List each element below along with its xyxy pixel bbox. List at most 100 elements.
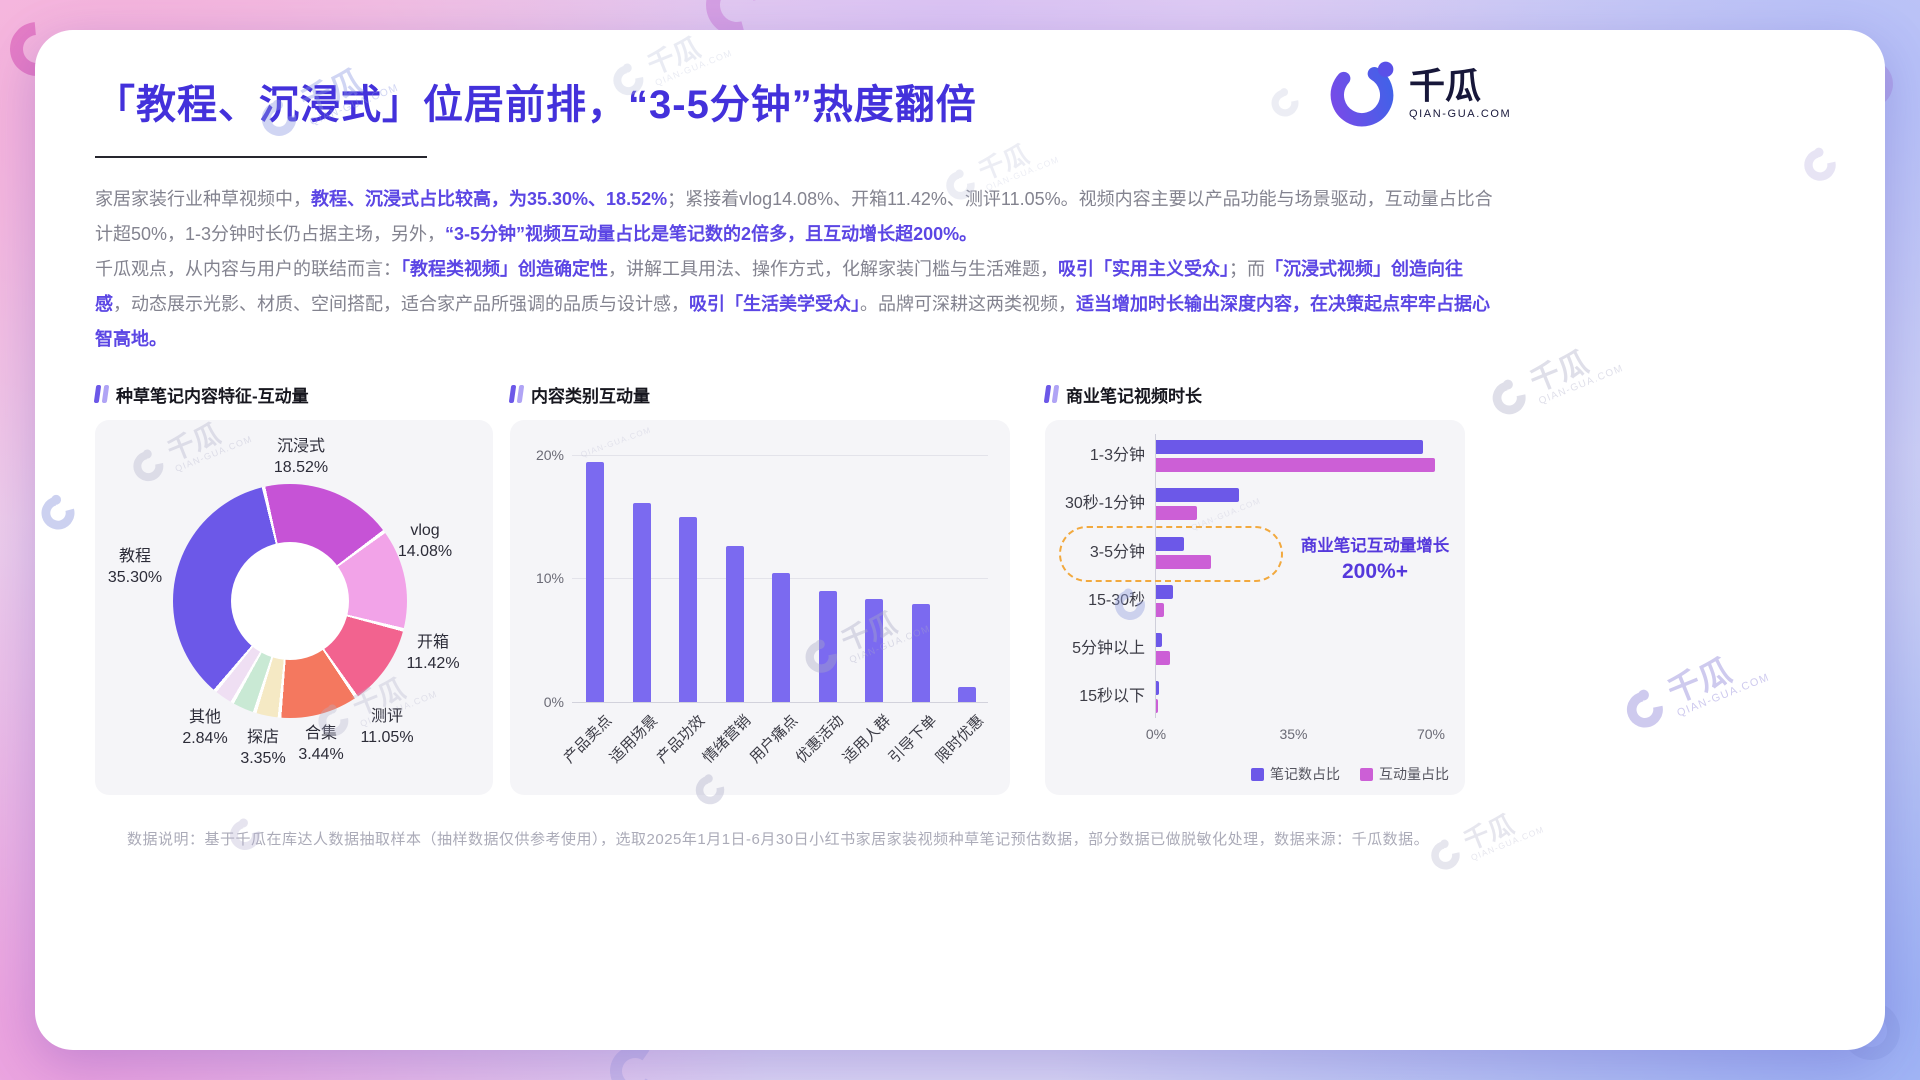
hbar-30秒-1分钟-互动量占比 [1156,506,1198,520]
qiangua-logo-icon [1330,61,1394,127]
watermark: 千瓜 QIAN-GUA.COM [1486,335,1625,424]
donut-slice-label: 沉浸式 18.52% [274,436,328,478]
donut-slice-value: 11.42% [406,655,460,672]
bar-chart-panel: 0% 10% 20% 产品卖点 适用场景 产品功效 情绪营销 用户痛点 优惠活动 适用人群 引导下… [510,420,1010,795]
donut-slice-name: 教程 [118,548,152,565]
hbar-15秒以下-互动量占比 [1156,699,1158,713]
donut-slice-value: 11.05% [360,729,414,746]
legend-item-engagement-share: 互动量占比 [1360,764,1449,784]
category-label-15秒以下: 15秒以下 [1079,688,1145,705]
legend-item-notes-share: 笔记数占比 [1251,764,1340,784]
x-axis-label: 限时优惠 [932,712,988,767]
donut-slice-label: 其他 2.84% [182,707,227,749]
hbar-5分钟以上-笔记数占比 [1156,633,1162,647]
bar-适用场景 [632,502,651,702]
donut-slice-value: 2.84% [182,730,228,747]
section-donut: 种草笔记内容特征-互动量 沉浸式 18.52% vlog 14.08% 开箱 11.42%… [93,382,493,795]
hbar-5分钟以上-互动量占比 [1156,651,1171,665]
hbar-chart-panel: 商业笔记互动量增长 200%+ 笔记数占比 互动量占比 1-3分钟 30秒-1分钟… [1045,420,1465,795]
intro-paragraph-2: 千瓜观点，从内容与用户的联结而言：「教程类视频」创造确定性，讲解工具用法、操作方… [95,252,1493,357]
intro-highlight-segment: 吸引「生活美学受众」 [689,294,860,314]
legend-label: 互动量占比 [1379,766,1449,782]
x-axis-tick: 35% [1279,726,1308,742]
donut-slice-name: 测评 [370,708,404,725]
watermark-swirl-icon [1486,374,1532,421]
intro-text: 家居家装行业种草视频中，教程、沉浸式占比较高，为35.30%、18.52%；紧接… [95,182,1493,357]
bar-用户痛点 [772,573,790,702]
intro-highlight-segment: “3-5分钟”视频互动量占比是笔记数的2倍多，且互动增长超200%。 [445,224,978,244]
y-axis-tick: 10% [535,570,564,587]
watermark-swirl-icon [1619,684,1670,735]
donut-slice-name: 开箱 [416,634,450,651]
x-axis-label: 产品卖点 [560,712,616,767]
watermark-swirl-icon [1798,143,1842,187]
hbar-1-3分钟-互动量占比 [1156,458,1435,472]
intro-text-segment: ；而 [1229,259,1265,279]
y-axis-tick: 20% [535,446,564,463]
bar-产品功效 [679,516,697,702]
x-axis-label: 产品功效 [653,712,709,767]
intro-text-segment: 千瓜观点，从内容与用户的联结而言： [95,259,401,279]
x-axis-label: 优惠活动 [793,712,848,767]
donut-slice-label: 探店 3.35% [240,727,285,769]
watermark-text: 千瓜 QIAN-GUA.COM [1460,801,1546,864]
donut-hole [231,542,349,660]
y-axis-line [1155,434,1156,718]
watermark [35,490,81,536]
bar-chart-plot: 0% 10% 20% [536,430,988,710]
logo-domain: QIAN-GUA.COM [1409,108,1512,121]
watermark [1798,143,1842,187]
watermark-cn: 千瓜 [1459,809,1518,856]
category-label-15-30秒: 15-30秒 [1088,592,1145,609]
section-title: 内容类别互动量 [531,386,650,406]
x-axis-label: 情绪营销 [700,712,755,767]
watermark-cn: 千瓜 [974,139,1033,186]
donut-slice-name: 沉浸式 [276,438,326,455]
watermark-swirl-icon [1425,835,1466,875]
section-marker-icon [93,385,110,403]
donut-slice-label: 合集 3.44% [298,723,343,765]
watermark [1266,84,1304,122]
hbar-3-5分钟-互动量占比 [1156,555,1211,569]
intro-text-segment: 家居家装行业种草视频中， [95,189,311,209]
hbar-3-5分钟-笔记数占比 [1156,537,1184,551]
watermark-text: 千瓜 QIAN-GUA.COM [1663,641,1772,720]
donut-slice-label: 测评 11.05% [360,706,413,748]
hbar-30秒-1分钟-笔记数占比 [1156,488,1239,502]
watermark: 千瓜 QIAN-GUA.COM [1425,801,1546,877]
x-axis-label: 用户痛点 [746,712,802,767]
donut-slice-name: vlog [410,522,440,539]
watermark-cn: 千瓜 [1525,345,1593,399]
intro-text-segment: ，讲解工具用法、操作方式，化解家装门槛与生活难题， [608,259,1058,279]
section-header: 内容类别互动量 [508,382,1010,406]
hbar-15-30秒-互动量占比 [1156,603,1164,617]
title-underline [95,156,427,158]
legend-label: 笔记数占比 [1270,766,1340,782]
section-marker-icon [1043,385,1060,403]
bar-引导下单 [911,604,930,702]
donut-slice-label: 开箱 11.42% [406,632,459,674]
donut-slice-value: 14.08% [397,543,453,560]
bar-情绪营销 [725,546,744,702]
chart-legend: 笔记数占比 互动量占比 [1251,764,1449,784]
intro-highlight-segment: 「教程类视频」创造确定性 [401,259,608,279]
intro-highlight-segment: 教程、沉浸式占比较高，为35.30%、18.52% [311,189,668,209]
category-label-1-3分钟: 1-3分钟 [1089,447,1145,464]
x-axis-tick: 0% [1145,726,1167,742]
x-axis-label: 适用人群 [839,712,895,767]
donut-slice-value: 3.35% [240,750,286,767]
annotation-line1: 商业笔记互动量增长 [1300,537,1450,555]
highlight-dashed-box [1059,526,1283,582]
y-axis-tick: 0% [543,694,564,710]
growth-annotation: 商业笔记互动量增长 200%+ [1291,532,1459,584]
section-marker-icon [508,385,525,403]
section-title: 商业笔记视频时长 [1066,386,1202,406]
data-disclaimer: 数据说明：基于千瓜在库达人数据抽取样本（抽样数据仅供参考使用），选取2025年1… [127,831,1430,848]
donut-slice-value: 35.30% [107,569,163,586]
intro-highlight-segment: 吸引「实用主义受众」 [1058,259,1229,279]
donut-slice-name: 合集 [304,725,337,742]
intro-highlight-segment: 「沉浸式视频」创造向往感 [95,259,1463,314]
category-label-3-5分钟: 3-5分钟 [1089,544,1145,561]
gridline [572,454,988,456]
hbar-15-30秒-笔记数占比 [1156,585,1174,599]
